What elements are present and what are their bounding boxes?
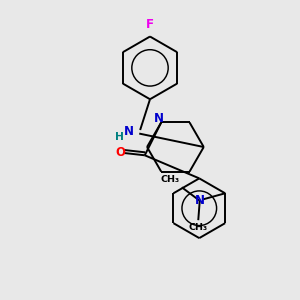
Text: N: N [154,112,164,125]
Text: CH₃: CH₃ [189,223,208,232]
Text: N: N [124,125,134,138]
Text: H: H [115,132,124,142]
Text: F: F [146,18,154,31]
Text: N: N [195,194,205,207]
Text: CH₃: CH₃ [160,175,179,184]
Text: O: O [115,146,125,159]
